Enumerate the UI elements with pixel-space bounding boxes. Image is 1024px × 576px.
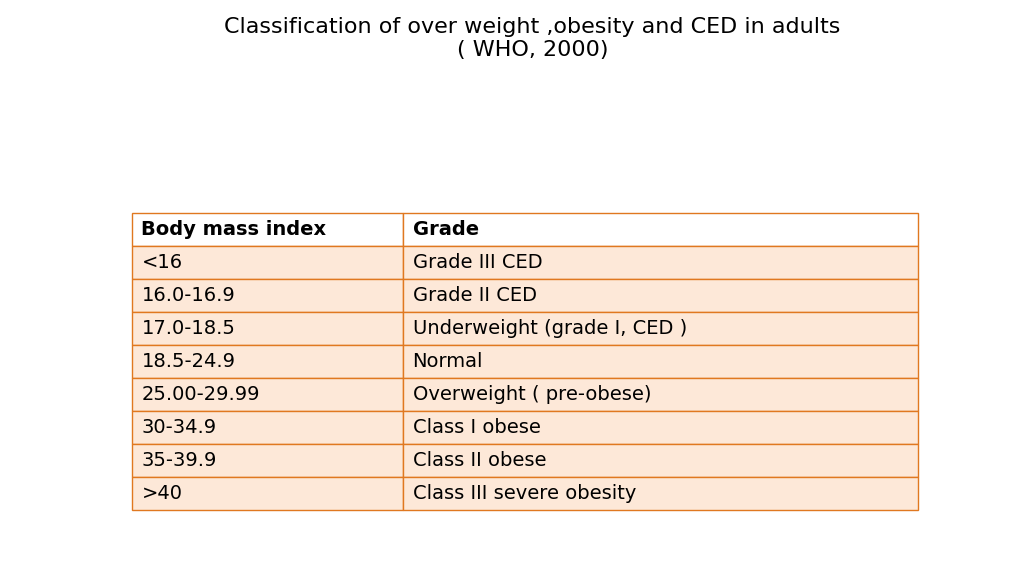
Bar [132, 213, 403, 247]
Bar [403, 478, 918, 510]
Bar [132, 346, 403, 378]
Text: Overweight ( pre-obese): Overweight ( pre-obese) [413, 385, 651, 404]
Text: 25.00-29.99: 25.00-29.99 [141, 385, 260, 404]
Bar [403, 346, 918, 378]
Bar [132, 478, 403, 510]
Text: Class III severe obesity: Class III severe obesity [413, 484, 636, 503]
Bar [132, 411, 403, 445]
Bar [132, 378, 403, 411]
Bar [132, 279, 403, 312]
Bar [403, 312, 918, 346]
Text: Underweight (grade I, CED ): Underweight (grade I, CED ) [413, 319, 687, 338]
Bar [403, 247, 918, 279]
Text: 35-39.9: 35-39.9 [141, 452, 217, 471]
Text: Normal: Normal [413, 353, 483, 372]
Bar [403, 279, 918, 312]
Bar [403, 213, 918, 247]
Bar [403, 411, 918, 445]
Text: <16: <16 [141, 253, 182, 272]
Text: >40: >40 [141, 484, 182, 503]
Text: Class I obese: Class I obese [413, 418, 541, 437]
Text: Grade: Grade [413, 220, 478, 239]
Text: Body mass index: Body mass index [141, 220, 327, 239]
Bar [403, 445, 918, 478]
Bar [132, 445, 403, 478]
Text: 30-34.9: 30-34.9 [141, 418, 217, 437]
Bar [403, 378, 918, 411]
Text: 18.5-24.9: 18.5-24.9 [141, 353, 236, 372]
Bar [132, 247, 403, 279]
Text: Grade III CED: Grade III CED [413, 253, 542, 272]
Text: Classification of over weight ,obesity and CED in adults
( WHO, 2000): Classification of over weight ,obesity a… [224, 17, 841, 60]
Text: Class II obese: Class II obese [413, 452, 546, 471]
Text: 17.0-18.5: 17.0-18.5 [141, 319, 236, 338]
Bar [132, 312, 403, 346]
Text: 16.0-16.9: 16.0-16.9 [141, 286, 236, 305]
Text: Grade II CED: Grade II CED [413, 286, 537, 305]
